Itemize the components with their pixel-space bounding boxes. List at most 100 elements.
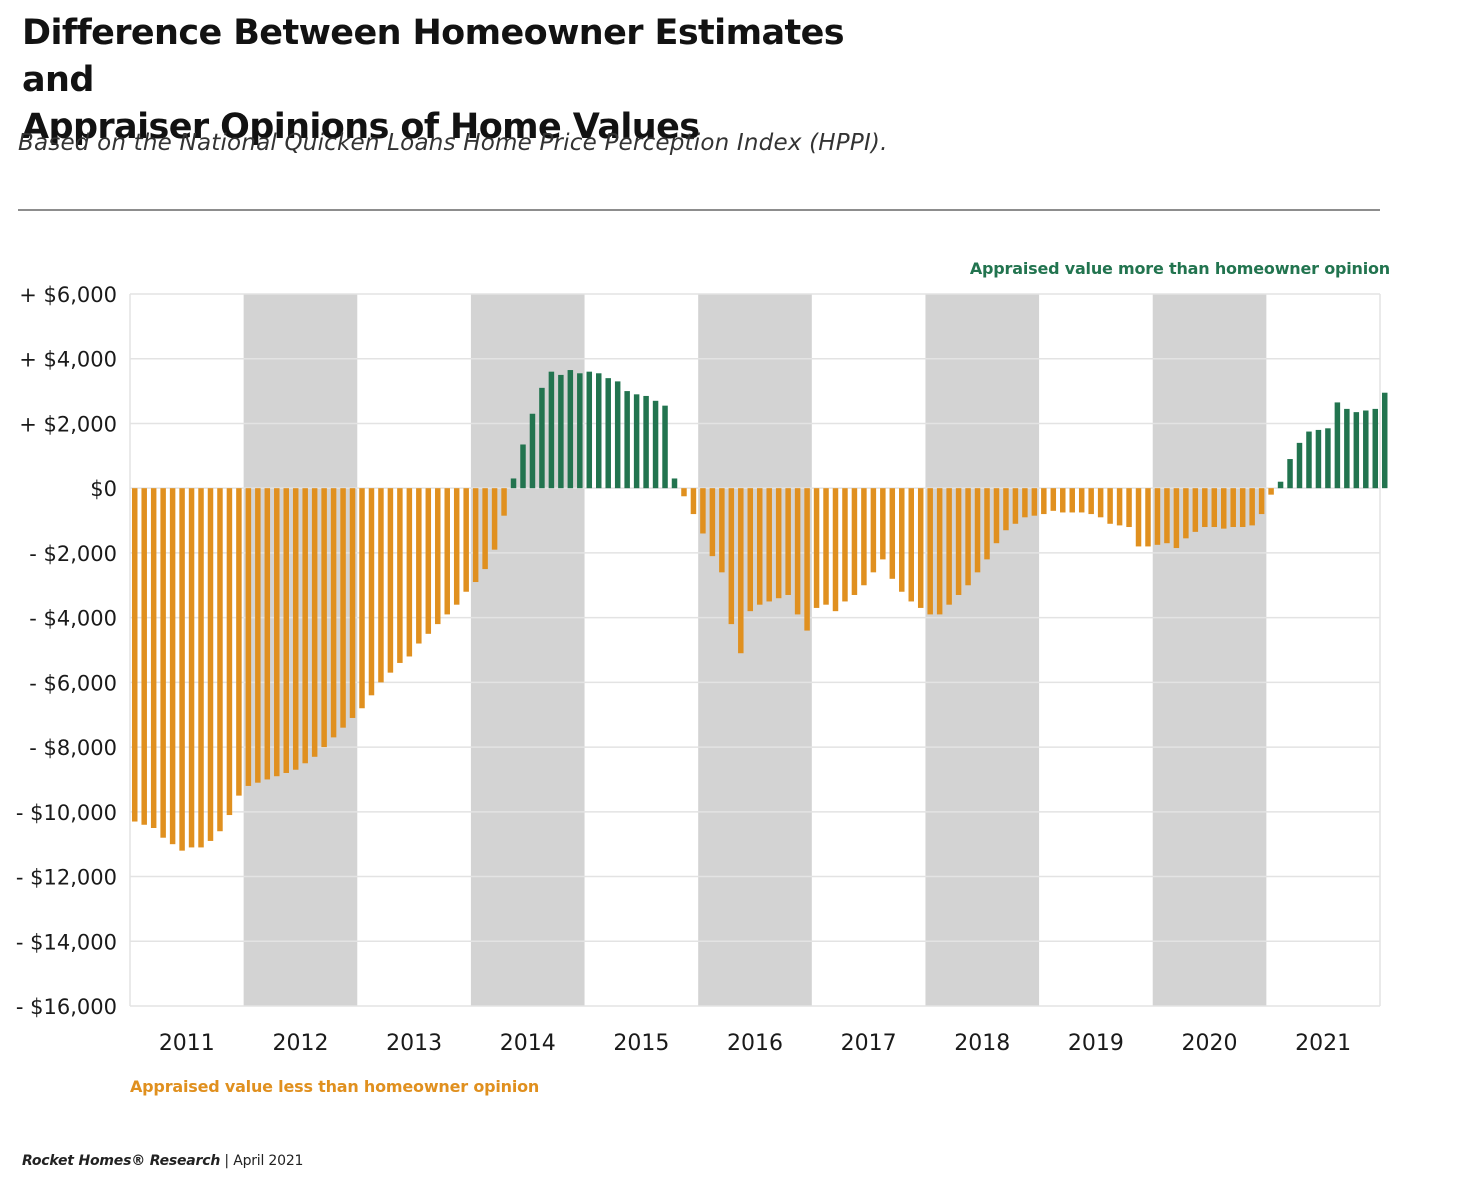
bar <box>842 488 848 602</box>
bar <box>340 488 346 728</box>
bar <box>813 488 820 608</box>
bar <box>1097 488 1104 518</box>
bar <box>889 488 896 579</box>
bar <box>1107 488 1113 524</box>
bar <box>1230 488 1236 528</box>
x-tick-label: 2011 <box>159 1031 215 1056</box>
bar <box>965 488 971 586</box>
bar <box>624 391 630 489</box>
bar <box>397 488 403 663</box>
bar <box>586 371 593 489</box>
y-tick-label: - $8,000 <box>29 736 117 760</box>
bar <box>1249 488 1255 526</box>
bar <box>1031 488 1038 516</box>
bar <box>936 488 943 615</box>
y-tick-label: - $12,000 <box>16 866 117 890</box>
bar <box>1041 488 1047 515</box>
bar <box>1022 488 1028 518</box>
bar-series <box>131 370 1388 851</box>
bar <box>368 488 375 696</box>
bar <box>131 488 138 822</box>
bar <box>558 374 564 489</box>
bar <box>1192 488 1199 532</box>
bar <box>217 488 223 832</box>
x-tick-label: 2020 <box>1182 1031 1238 1056</box>
bar <box>1239 488 1246 528</box>
bar <box>1287 459 1293 489</box>
x-tick-label: 2016 <box>727 1031 783 1056</box>
bar <box>1211 488 1218 528</box>
bar <box>567 370 574 489</box>
chart-subtitle: Based on the National Quicken Loans Home… <box>18 130 888 156</box>
bar <box>1315 429 1322 489</box>
bar <box>472 488 479 583</box>
bar <box>179 488 185 851</box>
bar <box>1164 488 1170 544</box>
bar <box>1050 488 1057 511</box>
bar <box>652 400 659 489</box>
bar <box>274 488 280 777</box>
x-tick-label: 2017 <box>841 1031 897 1056</box>
bar <box>1306 431 1312 489</box>
bar <box>671 478 678 489</box>
bar <box>974 488 981 573</box>
bar <box>311 488 318 757</box>
bar <box>1381 392 1388 489</box>
band-2012 <box>243 294 358 1006</box>
bar <box>453 488 460 605</box>
x-tick-label: 2018 <box>954 1031 1010 1056</box>
bar <box>1126 488 1132 528</box>
y-axis-ticks: + $6,000 + $4,000 + $2,000 $0 - $2,000 - $4,0… <box>16 283 117 1019</box>
bar <box>728 488 735 625</box>
bar <box>1353 412 1360 489</box>
footer-credit: Rocket Homes® Research | April 2021 <box>22 1153 303 1169</box>
bar <box>150 488 157 828</box>
bar <box>198 488 204 848</box>
bar <box>984 488 990 560</box>
bar <box>1221 488 1227 529</box>
bar <box>463 488 469 592</box>
bar <box>482 488 488 570</box>
bar <box>169 488 176 845</box>
bar <box>662 405 668 489</box>
footer-separator: | <box>224 1153 229 1169</box>
bar <box>1344 408 1350 489</box>
year-bands <box>243 294 1267 1006</box>
bar <box>416 488 422 644</box>
band-2016 <box>698 294 812 1006</box>
bar <box>690 488 697 515</box>
y-tick-label: + $4,000 <box>19 348 117 372</box>
bar <box>292 488 299 770</box>
band-2020 <box>1152 294 1267 1006</box>
bar <box>236 488 242 796</box>
bar <box>510 478 517 489</box>
x-tick-label: 2013 <box>386 1031 442 1056</box>
header-divider <box>18 209 1380 211</box>
bar <box>539 387 545 489</box>
bar <box>359 488 365 709</box>
bar <box>870 488 877 573</box>
bar <box>633 394 640 489</box>
bar <box>255 488 261 783</box>
x-tick-label: 2021 <box>1295 1031 1351 1056</box>
bar <box>596 373 602 489</box>
x-tick-label: 2015 <box>613 1031 669 1056</box>
bar <box>425 488 432 634</box>
bar <box>188 488 195 848</box>
title-line-1: Difference Between Homeowner Estimates a… <box>22 13 845 100</box>
y-tick-label: - $6,000 <box>29 671 117 695</box>
bar <box>1069 488 1075 513</box>
bar <box>700 488 706 534</box>
bar <box>491 488 498 550</box>
bar <box>207 488 214 841</box>
bar <box>160 488 166 838</box>
bar <box>709 488 716 557</box>
bar <box>1154 488 1161 545</box>
title-line-2: Appraiser Opinions of Home Values <box>22 107 700 147</box>
bar <box>861 488 867 586</box>
bar <box>927 488 933 615</box>
bar <box>804 488 810 631</box>
bar <box>605 378 611 489</box>
bar <box>1334 402 1341 489</box>
